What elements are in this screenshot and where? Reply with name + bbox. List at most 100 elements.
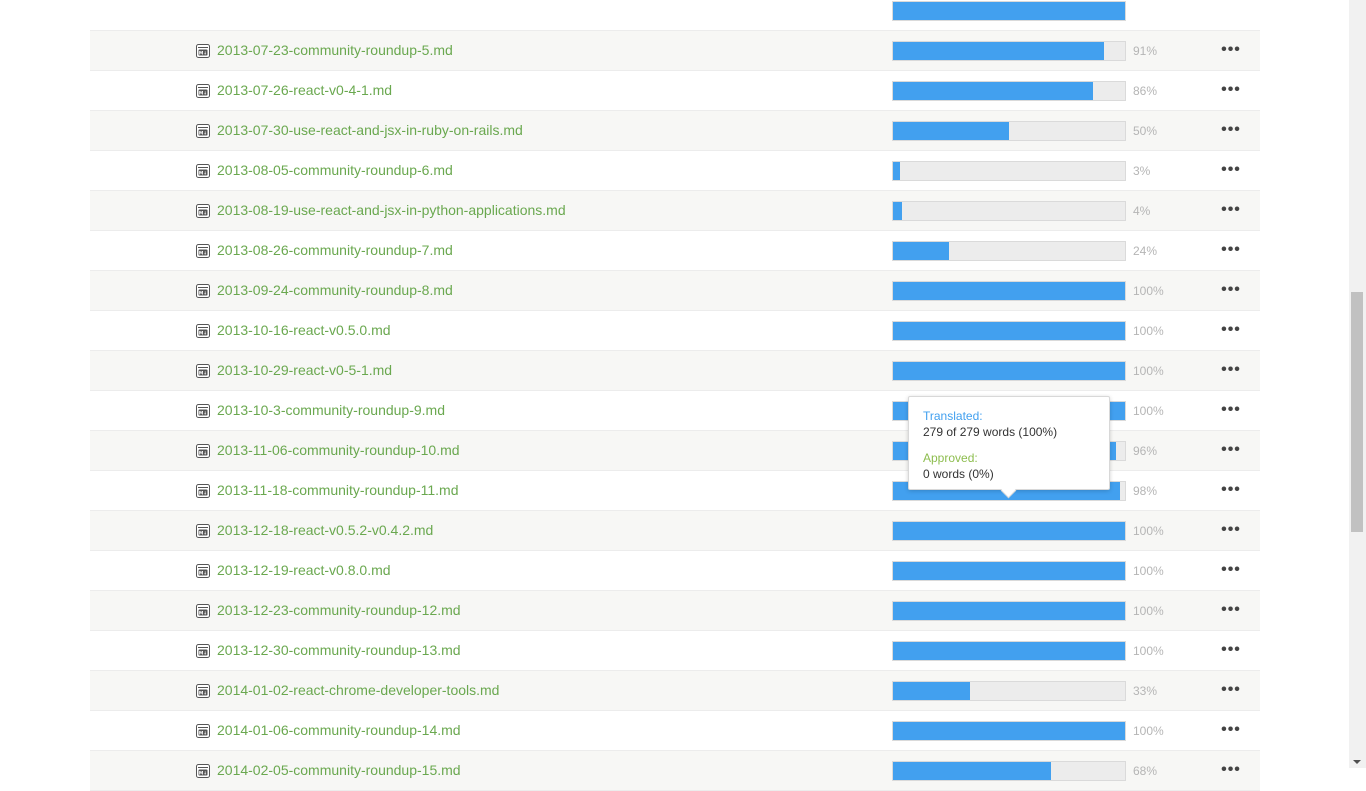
translation-progress-bar[interactable]: [892, 1, 1126, 21]
more-options-icon[interactable]: •••: [1221, 161, 1241, 178]
svg-text:M↓: M↓: [199, 650, 207, 656]
file-name-link[interactable]: 2013-08-19-use-react-and-jsx-in-python-a…: [217, 202, 566, 218]
file-name-link[interactable]: 2013-07-26-react-v0-4-1.md: [217, 82, 393, 98]
svg-text:M↓: M↓: [199, 210, 207, 216]
markdown-file-icon: M↓: [196, 124, 210, 138]
translation-progress-bar[interactable]: [892, 681, 1126, 701]
file-name-link[interactable]: 2013-08-26-community-roundup-7.md: [217, 242, 453, 258]
translation-progress-bar[interactable]: [892, 321, 1126, 341]
progress-percent: 4%: [1133, 204, 1151, 218]
svg-text:M↓: M↓: [199, 730, 207, 736]
file-name-link[interactable]: 2013-11-06-community-roundup-10.md: [217, 442, 460, 458]
progress-percent: 50%: [1133, 124, 1158, 138]
progress-percent: 100%: [1133, 404, 1164, 418]
file-name-link[interactable]: 2013-07-23-community-roundup-5.md: [217, 42, 453, 58]
progress-percent: 3%: [1133, 164, 1151, 178]
scroll-down-arrow-icon[interactable]: [1353, 760, 1361, 764]
file-name-link[interactable]: 2013-09-24-community-roundup-8.md: [217, 282, 453, 298]
progress-fill: [893, 122, 1009, 140]
more-options-icon[interactable]: •••: [1221, 281, 1241, 298]
svg-text:M↓: M↓: [199, 90, 207, 96]
progress-percent: 96%: [1133, 444, 1158, 458]
more-options-icon[interactable]: •••: [1221, 561, 1241, 578]
more-options-icon[interactable]: •••: [1221, 81, 1241, 98]
svg-text:M↓: M↓: [199, 50, 207, 56]
svg-text:M↓: M↓: [199, 130, 207, 136]
file-row: M↓ 2013-07-23-community-roundup-5.md 91% ••…: [90, 31, 1260, 71]
translation-progress-bar[interactable]: [892, 161, 1126, 181]
translation-progress-bar[interactable]: [892, 561, 1126, 581]
file-name-link[interactable]: 2013-10-16-react-v0.5.0.md: [217, 322, 391, 338]
more-options-icon[interactable]: •••: [1221, 241, 1241, 258]
more-options-icon[interactable]: •••: [1221, 41, 1241, 58]
translation-progress-bar[interactable]: [892, 361, 1126, 381]
progress-percent: 100%: [1133, 524, 1164, 538]
translation-progress-bar[interactable]: [892, 241, 1126, 261]
progress-percent: 98%: [1133, 484, 1158, 498]
progress-fill: [893, 322, 1125, 340]
file-name-link[interactable]: 2014-02-05-community-roundup-15.md: [217, 762, 461, 778]
file-name-link[interactable]: 2013-11-18-community-roundup-11.md: [217, 482, 459, 498]
file-name-link[interactable]: 2013-10-29-react-v0-5-1.md: [217, 362, 393, 378]
svg-text:M↓: M↓: [199, 530, 207, 536]
more-options-icon[interactable]: •••: [1221, 681, 1241, 698]
file-row: M↓ 2013-12-18-react-v0.5.2-v0.4.2.md 100% •…: [90, 511, 1260, 551]
file-name-link[interactable]: 2013-12-30-community-roundup-13.md: [217, 642, 461, 658]
more-options-icon[interactable]: •••: [1221, 441, 1241, 458]
translation-progress-bar[interactable]: [892, 761, 1126, 781]
translation-progress-bar[interactable]: [892, 81, 1126, 101]
translation-progress-bar[interactable]: [892, 721, 1126, 741]
more-options-icon[interactable]: •••: [1221, 201, 1241, 218]
markdown-file-icon: M↓: [196, 484, 210, 498]
translation-progress-bar[interactable]: [892, 601, 1126, 621]
file-name-link[interactable]: 2014-01-02-react-chrome-developer-tools.…: [217, 682, 500, 698]
file-name-link[interactable]: 2013-08-05-community-roundup-6.md: [217, 162, 453, 178]
more-options-icon[interactable]: •••: [1221, 721, 1241, 738]
scrollbar-thumb[interactable]: [1351, 292, 1363, 532]
file-row: M↓ 2013-09-24-community-roundup-8.md 100% •…: [90, 271, 1260, 311]
markdown-file-icon: M↓: [196, 284, 210, 298]
markdown-file-icon: M↓: [196, 644, 210, 658]
more-options-icon[interactable]: •••: [1221, 361, 1241, 378]
more-options-icon[interactable]: •••: [1221, 601, 1241, 618]
progress-fill: [893, 602, 1125, 620]
more-options-icon[interactable]: •••: [1221, 641, 1241, 658]
file-name-link[interactable]: 2013-10-3-community-roundup-9.md: [217, 402, 445, 418]
translation-progress-bar[interactable]: [892, 201, 1126, 221]
more-options-icon[interactable]: •••: [1221, 321, 1241, 338]
markdown-file-icon: M↓: [196, 524, 210, 538]
progress-fill: [893, 522, 1125, 540]
more-options-icon[interactable]: •••: [1221, 481, 1241, 498]
markdown-file-icon: M↓: [196, 204, 210, 218]
translation-progress-bar[interactable]: [892, 641, 1126, 661]
file-row: M↓ 2014-02-05-community-roundup-15.md 68% •…: [90, 751, 1260, 791]
translation-progress-bar[interactable]: [892, 521, 1126, 541]
more-options-icon[interactable]: •••: [1221, 401, 1241, 418]
file-name-link[interactable]: 2013-12-23-community-roundup-12.md: [217, 602, 461, 618]
translation-progress-bar[interactable]: [892, 281, 1126, 301]
file-row: M↓ 2013-08-26-community-roundup-7.md 24% ••…: [90, 231, 1260, 271]
svg-text:M↓: M↓: [199, 330, 207, 336]
svg-text:M↓: M↓: [199, 450, 207, 456]
markdown-file-icon: M↓: [196, 244, 210, 258]
translation-progress-bar[interactable]: [892, 121, 1126, 141]
file-name-link[interactable]: 2013-12-18-react-v0.5.2-v0.4.2.md: [217, 522, 434, 538]
more-options-icon[interactable]: •••: [1221, 121, 1241, 138]
svg-text:M↓: M↓: [199, 250, 207, 256]
file-name-link[interactable]: 2014-01-06-community-roundup-14.md: [217, 722, 461, 738]
more-options-icon[interactable]: •••: [1221, 761, 1241, 778]
vertical-scrollbar[interactable]: [1349, 0, 1366, 768]
progress-percent: 100%: [1133, 644, 1164, 658]
translated-value: 279 of 279 words (100%): [923, 425, 1058, 439]
markdown-file-icon: M↓: [196, 604, 210, 618]
svg-text:M↓: M↓: [199, 610, 207, 616]
file-name-link[interactable]: 2013-07-30-use-react-and-jsx-in-ruby-on-…: [217, 122, 523, 138]
more-options-icon[interactable]: •••: [1221, 521, 1241, 538]
progress-fill: [893, 202, 903, 220]
progress-percent: 68%: [1133, 764, 1158, 778]
file-row: M↓ 2014-01-06-community-roundup-14.md 100%…: [90, 711, 1260, 751]
file-name-link[interactable]: 2013-12-19-react-v0.8.0.md: [217, 562, 391, 578]
markdown-file-icon: M↓: [196, 684, 210, 698]
translation-progress-bar[interactable]: [892, 41, 1126, 61]
svg-text:M↓: M↓: [199, 770, 207, 776]
